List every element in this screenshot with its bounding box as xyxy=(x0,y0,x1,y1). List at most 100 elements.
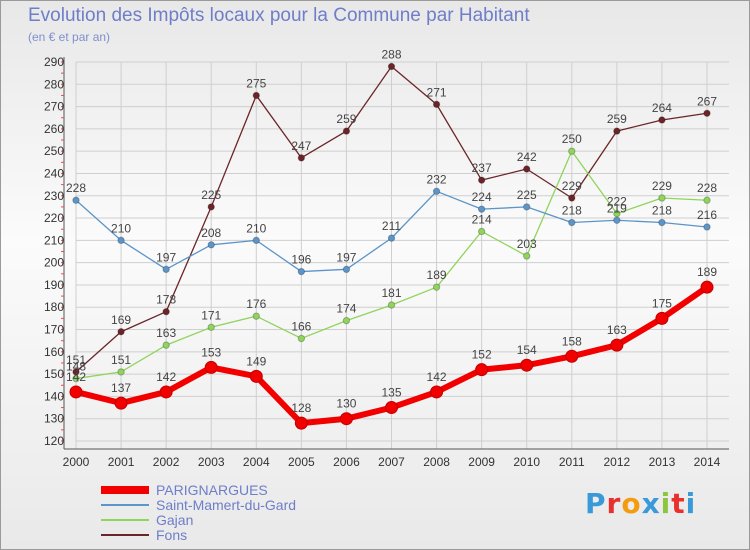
data-label: 169 xyxy=(111,313,131,327)
logo-letter: P xyxy=(585,487,607,520)
legend-item: PARIGNARGUES xyxy=(101,483,361,498)
data-label: 218 xyxy=(562,204,582,218)
data-point xyxy=(385,401,398,415)
data-point xyxy=(297,334,306,343)
data-point xyxy=(568,147,576,155)
logo-letter: i xyxy=(685,487,697,520)
data-label: 196 xyxy=(291,253,311,267)
data-label: 288 xyxy=(381,47,401,61)
data-label: 128 xyxy=(291,401,311,415)
y-tick-label: 270 xyxy=(44,100,64,114)
data-label: 174 xyxy=(336,302,356,316)
y-tick-label: 280 xyxy=(44,77,64,91)
data-point xyxy=(477,205,486,213)
data-point xyxy=(658,218,666,227)
data-point xyxy=(613,127,621,135)
legend-label: Gajan xyxy=(156,512,194,528)
chart-subtitle: (en € et par an) xyxy=(28,30,111,44)
data-point xyxy=(523,165,531,173)
logo-letter: o xyxy=(621,487,642,520)
logo-letter: i xyxy=(660,487,672,520)
data-label: 219 xyxy=(607,201,627,215)
legend-swatch xyxy=(101,519,149,521)
data-label: 135 xyxy=(381,386,401,400)
legend-swatch xyxy=(101,486,149,494)
data-point xyxy=(477,227,486,236)
y-tick-label: 230 xyxy=(44,189,64,203)
y-tick-label: 220 xyxy=(44,211,64,225)
data-label: 197 xyxy=(336,250,356,264)
data-point xyxy=(703,196,711,204)
data-label: 229 xyxy=(652,179,672,193)
data-points xyxy=(69,62,714,430)
data-label: 259 xyxy=(336,112,356,126)
data-point xyxy=(703,109,711,117)
x-tick-label: 2001 xyxy=(108,455,135,469)
data-label: 211 xyxy=(382,219,401,233)
data-point xyxy=(204,360,218,374)
data-label: 171 xyxy=(201,308,221,322)
data-point xyxy=(207,323,215,331)
data-point xyxy=(658,116,666,124)
y-tick-label: 130 xyxy=(44,412,64,426)
data-point xyxy=(297,267,306,276)
legend-swatch xyxy=(101,504,149,506)
data-label: 228 xyxy=(697,181,717,195)
legend-swatch xyxy=(101,534,149,536)
data-label: 151 xyxy=(111,353,131,367)
data-label: 158 xyxy=(562,334,582,348)
data-label: 222 xyxy=(607,195,627,209)
y-tick-label: 190 xyxy=(44,278,64,292)
data-point xyxy=(207,203,215,211)
y-tick-label: 290 xyxy=(44,55,64,69)
y-tick-label: 160 xyxy=(44,345,64,359)
data-label: 142 xyxy=(427,370,447,384)
axes xyxy=(61,57,729,450)
chart-title: Evolution des Impôts locaux pour la Comm… xyxy=(28,5,530,26)
data-label: 228 xyxy=(66,181,86,195)
data-label: 130 xyxy=(336,397,356,411)
data-label: 142 xyxy=(156,370,176,384)
data-label: 151 xyxy=(66,353,86,367)
data-label: 197 xyxy=(156,250,176,264)
data-label: 203 xyxy=(517,237,537,251)
legend: PARIGNARGUES Saint-Mamert-du-Gard Gajan Fon… xyxy=(101,483,361,543)
data-point xyxy=(475,363,489,377)
x-tick-label: 2006 xyxy=(333,455,360,469)
data-label: 166 xyxy=(291,319,311,333)
data-label: 175 xyxy=(652,296,672,310)
data-point xyxy=(523,252,531,260)
data-label: 264 xyxy=(652,101,672,115)
data-label: 178 xyxy=(156,293,176,307)
data-label: 181 xyxy=(381,286,401,300)
data-point xyxy=(387,62,396,71)
data-label: 163 xyxy=(156,326,176,340)
data-point xyxy=(297,154,306,162)
data-point xyxy=(117,368,125,376)
logo-letter: t xyxy=(671,487,686,520)
y-tick-label: 170 xyxy=(44,323,64,337)
data-point xyxy=(613,216,621,224)
data-label: 218 xyxy=(652,204,672,218)
data-label: 154 xyxy=(517,343,537,357)
data-label: 259 xyxy=(607,112,627,126)
data-label: 210 xyxy=(111,221,131,235)
y-tick-label: 240 xyxy=(44,166,64,180)
x-tick-label: 2002 xyxy=(153,455,180,469)
data-label: 267 xyxy=(697,94,717,108)
data-point xyxy=(294,416,308,430)
data-point xyxy=(162,265,170,274)
data-point xyxy=(117,328,125,336)
data-point xyxy=(520,358,534,372)
data-point xyxy=(342,127,351,135)
data-point xyxy=(658,194,666,202)
data-point xyxy=(162,307,170,316)
x-tick-label: 2003 xyxy=(198,455,225,469)
legend-item: Fons xyxy=(101,528,361,543)
x-tick-label: 2011 xyxy=(559,455,585,469)
x-tick-label: 2014 xyxy=(694,455,721,469)
y-tick-label: 250 xyxy=(44,144,64,158)
data-label: 225 xyxy=(201,188,221,202)
data-point xyxy=(252,236,260,245)
data-label: 189 xyxy=(697,265,717,279)
